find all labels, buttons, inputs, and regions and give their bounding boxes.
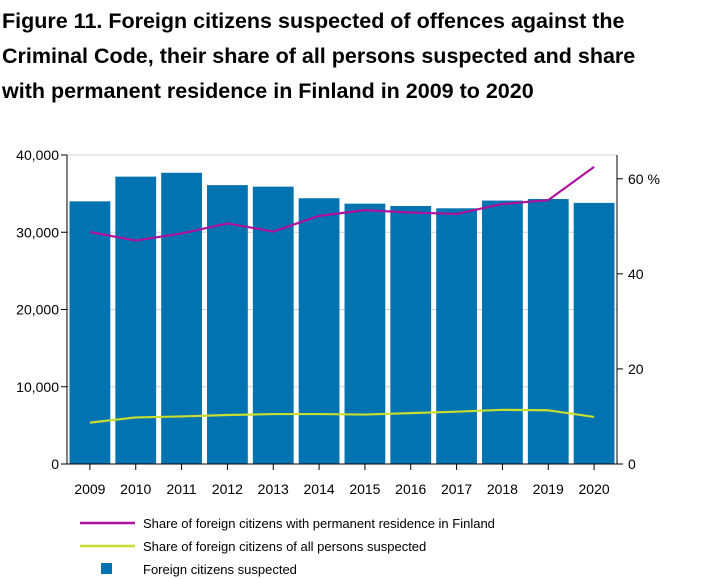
y-right-tick-label-1: 20 bbox=[628, 361, 644, 377]
y-right-tick-label-0: 0 bbox=[628, 456, 636, 472]
x-tick-label-2011: 2011 bbox=[167, 481, 197, 497]
x-tick-label-2016: 2016 bbox=[395, 481, 426, 497]
axes: 0 10,000 20,000 30,000 40,000 0 20 40 60 % 2009 20… bbox=[16, 147, 660, 497]
bar-2015 bbox=[344, 203, 386, 465]
chart-title-line-1: Figure 11. Foreign citizens suspected of… bbox=[2, 9, 625, 33]
legend-label-1: Share of foreign citizens with permanent… bbox=[143, 516, 495, 531]
x-tick-label-2014: 2014 bbox=[304, 481, 335, 497]
legend-swatch-3 bbox=[101, 563, 112, 574]
bar-2014 bbox=[298, 198, 340, 464]
chart-title-line-3: with permanent residence in Finland in 2… bbox=[2, 79, 534, 103]
line-series-2 bbox=[89, 408, 595, 424]
chart-title-line-2: Criminal Code, their share of all person… bbox=[2, 44, 636, 68]
x-tick-label-2013: 2013 bbox=[258, 481, 289, 497]
x-tick-label-2012: 2012 bbox=[212, 481, 243, 497]
bar-2019 bbox=[527, 199, 569, 464]
y-left-tick-label-4: 40,000 bbox=[16, 147, 59, 163]
bar-2011 bbox=[161, 172, 202, 464]
legend: Share of foreign citizens with permanent… bbox=[80, 516, 495, 577]
y-left-tick-label-2: 20,000 bbox=[16, 302, 59, 318]
x-tick-label-2019: 2019 bbox=[533, 481, 564, 497]
legend-label-3: Foreign citizens suspected bbox=[143, 562, 297, 577]
y-right-tick-label-2: 40 bbox=[628, 266, 644, 282]
y-left-tick-label-0: 0 bbox=[51, 456, 59, 472]
x-tick-label-2010: 2010 bbox=[120, 481, 151, 497]
bar-2013 bbox=[252, 186, 294, 465]
bar-2009 bbox=[69, 201, 111, 464]
bar-2017 bbox=[436, 208, 477, 464]
bar-2012 bbox=[207, 185, 248, 464]
x-tick-label-2015: 2015 bbox=[349, 481, 380, 497]
line-series bbox=[89, 165, 595, 424]
bar-2018 bbox=[482, 200, 523, 464]
y-left-tick-label-1: 10,000 bbox=[16, 379, 59, 395]
bar-2010 bbox=[115, 176, 157, 464]
bar-2016 bbox=[390, 205, 432, 465]
bar-series bbox=[69, 172, 615, 465]
y-right-tick-label-3: 60 % bbox=[628, 171, 660, 187]
bar-2020 bbox=[573, 202, 615, 464]
x-tick-label-2009: 2009 bbox=[74, 481, 105, 497]
x-tick-label-2017: 2017 bbox=[441, 481, 472, 497]
x-tick-label-2020: 2020 bbox=[579, 481, 610, 497]
y-left-tick-label-3: 30,000 bbox=[16, 224, 59, 240]
legend-label-2: Share of foreign citizens of all persons… bbox=[143, 539, 426, 554]
x-tick-label-2018: 2018 bbox=[487, 481, 518, 497]
chart-title: Figure 11. Foreign citizens suspected of… bbox=[2, 4, 707, 109]
line-series-1 bbox=[89, 165, 595, 242]
